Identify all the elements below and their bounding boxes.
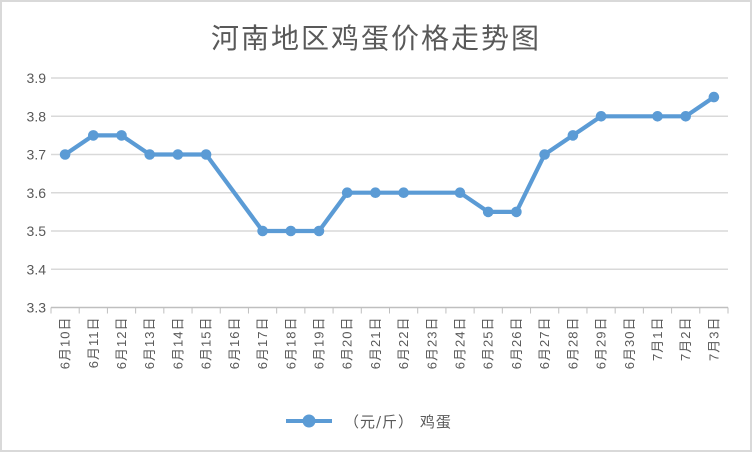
x-tick-label: 6月25日 <box>481 316 496 369</box>
data-point-marker <box>370 187 381 198</box>
data-point-marker <box>652 111 663 122</box>
x-axis <box>50 306 729 314</box>
x-tick-label: 7月2日 <box>678 317 693 361</box>
x-tick-label: 6月10日 <box>58 317 73 370</box>
data-point-marker <box>59 149 71 160</box>
x-tick-label: 6月29日 <box>594 317 609 370</box>
legend: （元/斤） 鸡蛋 <box>286 413 452 431</box>
data-point-marker <box>539 149 550 160</box>
data-point-marker <box>172 149 184 160</box>
data-point-marker <box>257 225 268 237</box>
x-axis-labels: 6月10日 6月11日 6月12日 6月13日 6月14日 6月15日 6月16日 6月17日… <box>58 316 722 369</box>
data-point-marker <box>341 187 353 198</box>
data-point-marker <box>398 187 409 198</box>
series-markers <box>59 91 720 237</box>
data-point-marker <box>680 111 691 122</box>
data-point-marker <box>200 149 212 160</box>
data-point-marker <box>88 130 99 141</box>
x-tick-label: 6月28日 <box>565 317 580 370</box>
x-tick-label: 6月12日 <box>114 317 129 370</box>
x-tick-label: 6月16日 <box>227 317 242 370</box>
data-point-marker <box>285 225 297 237</box>
x-tick-label: 6月23日 <box>424 317 439 370</box>
series-line <box>62 95 716 234</box>
data-point-marker <box>454 187 466 198</box>
x-tick-label: 6月21日 <box>368 317 383 370</box>
y-tick-label: 3.3 <box>27 300 47 316</box>
data-point-marker <box>567 130 579 141</box>
x-tick-label: 6月22日 <box>396 317 411 370</box>
x-tick-label: 6月24日 <box>453 317 468 370</box>
y-tick-label: 3.8 <box>27 108 47 124</box>
y-tick-label: 3.6 <box>27 185 47 201</box>
x-tick-label: 6月17日 <box>255 317 270 370</box>
y-axis-labels: 3.3 3.4 3.5 3.6 3.7 3.8 3.9 <box>27 70 47 316</box>
data-point-marker <box>708 91 720 103</box>
data-point-marker <box>313 225 325 237</box>
data-point-marker <box>116 130 127 141</box>
x-tick-label: 6月18日 <box>283 317 298 370</box>
data-point-marker <box>511 206 522 218</box>
x-tick-label: 7月1日 <box>650 317 665 361</box>
x-tick-label: 6月15日 <box>199 317 214 370</box>
x-tick-label: 6月19日 <box>311 317 326 370</box>
data-point-marker <box>482 206 494 218</box>
y-tick-label: 3.9 <box>27 70 47 86</box>
x-tick-label: 6月27日 <box>537 317 552 370</box>
x-tick-label: 6月20日 <box>340 317 355 370</box>
x-tick-label: 6月26日 <box>509 317 524 370</box>
y-tick-label: 3.4 <box>27 261 47 277</box>
data-point-marker <box>595 111 607 122</box>
legend-dot-marker <box>302 414 316 428</box>
y-tick-label: 3.7 <box>27 147 47 163</box>
legend-series-label: （元/斤） 鸡蛋 <box>344 413 452 431</box>
y-tick-label: 3.5 <box>27 223 47 239</box>
x-tick-label: 6月30日 <box>622 317 637 370</box>
gridlines <box>51 77 728 270</box>
data-point-marker <box>144 149 155 160</box>
chart-title: 河南地区鸡蛋价格走势图 <box>211 22 541 55</box>
x-tick-label: 6月13日 <box>142 317 157 370</box>
x-tick-label: 6月14日 <box>170 317 185 370</box>
x-tick-label: 6月11日 <box>86 317 101 369</box>
x-tick-label: 7月3日 <box>706 317 721 361</box>
